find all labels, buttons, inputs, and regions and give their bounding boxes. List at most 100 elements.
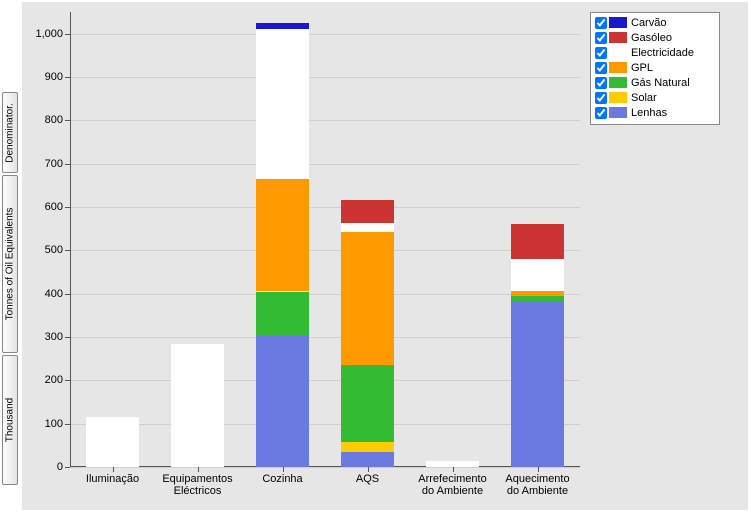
y-tick-mark — [65, 467, 70, 468]
x-category-label: Cozinha — [240, 473, 325, 485]
gridline — [70, 77, 580, 78]
y-tick-label: 700 — [25, 158, 63, 170]
gridline — [70, 120, 580, 121]
bar-segment — [511, 301, 564, 467]
x-tick-mark — [113, 467, 114, 472]
y-tick-label: 300 — [25, 331, 63, 343]
bar-segment — [341, 200, 394, 224]
y-tick-mark — [65, 380, 70, 381]
legend-swatch — [609, 107, 627, 118]
legend-item: Lenhas — [595, 105, 713, 120]
bar-segment — [171, 344, 224, 468]
y-tick-label: 1,000 — [25, 28, 63, 40]
plot-area — [70, 12, 580, 467]
legend-label: Solar — [631, 92, 657, 104]
x-tick-mark — [198, 467, 199, 472]
x-tick-mark — [538, 467, 539, 472]
bar-segment — [86, 417, 139, 467]
denominator-button[interactable]: Denominator. — [2, 92, 18, 173]
bar-segment — [341, 365, 394, 442]
legend-checkbox[interactable] — [595, 32, 607, 44]
bar-segment — [341, 232, 394, 365]
gridline — [70, 164, 580, 165]
y-tick-mark — [65, 424, 70, 425]
y-tick-mark — [65, 207, 70, 208]
legend-label: Gasóleo — [631, 32, 672, 44]
bar-segment — [341, 452, 394, 467]
unit-sidebar: Thousand Tonnes of Oil Equivalents Denom… — [0, 0, 20, 512]
legend-item: Gasóleo — [595, 30, 713, 45]
y-tick-label: 400 — [25, 288, 63, 300]
bar-segment — [511, 291, 564, 296]
x-category-label: Arrefecimentodo Ambiente — [410, 473, 495, 497]
y-tick-label: 500 — [25, 244, 63, 256]
gridline — [70, 380, 580, 381]
legend-checkbox[interactable] — [595, 107, 607, 119]
bar-segment — [256, 335, 309, 467]
legend-item: Carvão — [595, 15, 713, 30]
bar-segment — [256, 23, 309, 30]
gridline — [70, 34, 580, 35]
gridline — [70, 294, 580, 295]
x-category-label: EquipamentosEléctricos — [155, 473, 240, 497]
x-category-label: AQS — [325, 473, 410, 485]
y-tick-label: 900 — [25, 71, 63, 83]
legend-label: Carvão — [631, 17, 666, 29]
x-category-label: Aquecimentodo Ambiente — [495, 473, 580, 497]
legend-item: Gás Natural — [595, 75, 713, 90]
tonnes-button[interactable]: Tonnes of Oil Equivalents — [2, 175, 18, 353]
x-category-label: Iluminação — [70, 473, 155, 485]
legend-label: Gás Natural — [631, 77, 690, 89]
thousand-button[interactable]: Thousand — [2, 355, 18, 485]
legend-checkbox[interactable] — [595, 77, 607, 89]
legend-label: Lenhas — [631, 107, 667, 119]
tonnes-button-label: Tonnes of Oil Equivalents — [5, 208, 16, 321]
gridline — [70, 467, 580, 468]
bar-segment — [256, 179, 309, 292]
y-tick-label: 0 — [25, 461, 63, 473]
bar-segment — [511, 296, 564, 301]
bar-segment — [256, 292, 309, 335]
y-tick-mark — [65, 120, 70, 121]
y-tick-mark — [65, 77, 70, 78]
legend-item: Solar — [595, 90, 713, 105]
legend-checkbox[interactable] — [595, 17, 607, 29]
legend-item: GPL — [595, 60, 713, 75]
bar-segment — [256, 29, 309, 179]
legend-item: Electricidade — [595, 45, 713, 60]
legend-swatch — [609, 17, 627, 28]
legend-swatch — [609, 92, 627, 103]
legend-checkbox[interactable] — [595, 92, 607, 104]
x-tick-mark — [283, 467, 284, 472]
legend-checkbox[interactable] — [595, 62, 607, 74]
legend-swatch — [609, 77, 627, 88]
chart-frame: Thousand Tonnes of Oil Equivalents Denom… — [0, 0, 750, 512]
y-tick-mark — [65, 34, 70, 35]
gridline — [70, 424, 580, 425]
legend-swatch — [609, 32, 627, 43]
y-tick-mark — [65, 250, 70, 251]
bar-segment — [511, 224, 564, 259]
y-axis-line — [70, 12, 71, 467]
y-tick-mark — [65, 294, 70, 295]
legend-label: Electricidade — [631, 47, 694, 59]
x-tick-mark — [453, 467, 454, 472]
y-tick-label: 200 — [25, 374, 63, 386]
y-tick-label: 800 — [25, 114, 63, 126]
gridline — [70, 337, 580, 338]
x-axis-line — [70, 466, 580, 467]
y-tick-mark — [65, 164, 70, 165]
y-tick-label: 600 — [25, 201, 63, 213]
y-tick-mark — [65, 337, 70, 338]
bar-segment — [341, 442, 394, 452]
legend-checkbox[interactable] — [595, 47, 607, 59]
legend-swatch — [609, 62, 627, 73]
legend: Carvão Gasóleo ElectricidadeGPL Gás Natural… — [590, 12, 720, 125]
gridline — [70, 250, 580, 251]
y-tick-label: 100 — [25, 418, 63, 430]
bar-segment — [341, 223, 394, 232]
thousand-button-label: Thousand — [5, 398, 16, 442]
denominator-button-label: Denominator. — [5, 103, 16, 162]
bar-segment — [511, 259, 564, 292]
gridline — [70, 207, 580, 208]
